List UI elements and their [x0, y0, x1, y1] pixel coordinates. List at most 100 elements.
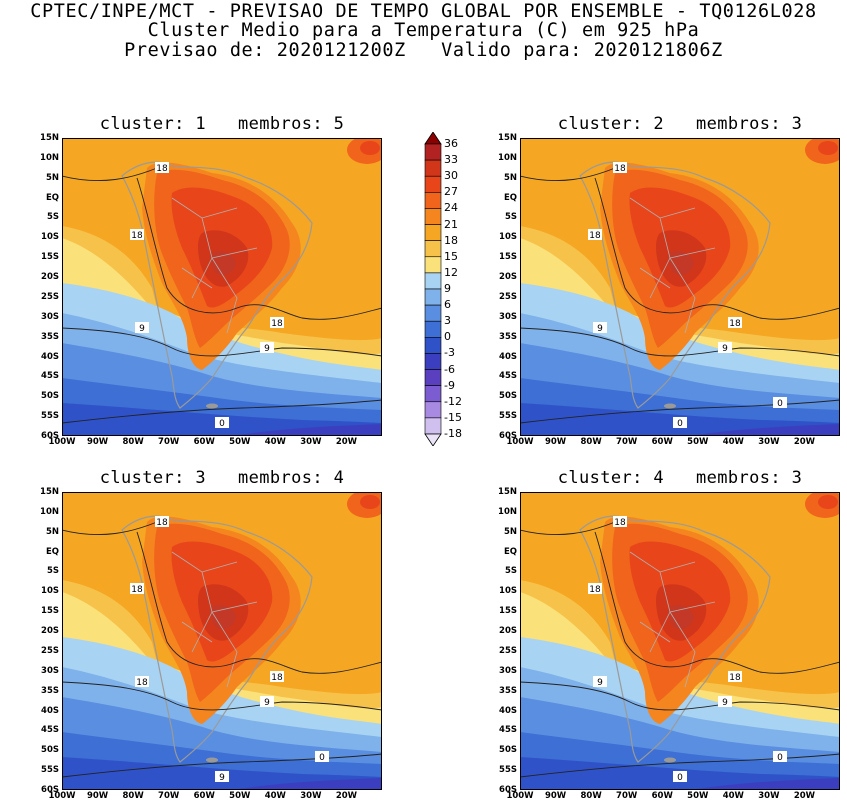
svg-text:0: 0 — [677, 773, 683, 783]
svg-text:18: 18 — [271, 673, 283, 683]
latitude-label: 50S — [499, 391, 517, 402]
country-borders — [171, 551, 258, 688]
latitude-label: 35S — [499, 685, 517, 696]
latitude-label: 20S — [41, 626, 59, 637]
longitude-label: 40W — [722, 791, 744, 801]
colorbar-label: -9 — [444, 378, 455, 392]
temperature-band — [232, 778, 382, 790]
svg-text:0: 0 — [777, 753, 783, 763]
colorbar-label: 9 — [444, 282, 451, 295]
svg-text:0: 0 — [777, 399, 783, 409]
latitude-label: 30S — [499, 665, 517, 676]
colorbar-swatch — [424, 337, 442, 354]
svg-text:18: 18 — [156, 164, 168, 174]
latitude-label: EQ — [45, 546, 59, 557]
colorbar-swatch — [424, 353, 442, 370]
temperature-map-4: 18 18 18 9 9 0 0 — [520, 492, 840, 790]
contour-label: 9 — [718, 342, 732, 354]
latitude-label: 35S — [499, 331, 517, 342]
svg-text:18: 18 — [589, 231, 601, 241]
latitude-label: 60S — [41, 785, 59, 795]
svg-text:9: 9 — [264, 698, 270, 708]
latitude-label: 5N — [45, 526, 59, 537]
colorbar-label: -3 — [444, 346, 455, 360]
longitude-label: 60W — [651, 791, 673, 801]
contour-label: 9 — [593, 676, 607, 688]
latitude-label: 30S — [41, 665, 59, 676]
svg-text:9: 9 — [264, 344, 270, 354]
latitude-label: 60S — [41, 431, 59, 441]
contour-0 — [62, 753, 382, 778]
latitude-label: 5S — [504, 212, 517, 223]
latitude-label: 60S — [499, 785, 517, 795]
colorbar-swatch — [424, 143, 442, 161]
contour-label: 18 — [613, 516, 627, 528]
latitude-label: 45S — [41, 725, 59, 736]
longitude-label: 20W — [335, 791, 358, 801]
contour-0 — [520, 753, 840, 778]
colorbar-swatch — [424, 385, 442, 403]
country-borders — [629, 551, 716, 688]
latitude-label: 15S — [41, 606, 59, 617]
contour-label: 18 — [613, 162, 627, 174]
latitude-label: 40S — [41, 351, 59, 362]
svg-text:0: 0 — [219, 419, 225, 429]
longitude-label: 30W — [300, 437, 322, 447]
colorbar-label: -6 — [444, 362, 455, 376]
longitude-label: 50W — [687, 791, 709, 801]
contour-label: 9 — [260, 342, 274, 354]
colorbar-label: 33 — [444, 153, 458, 167]
temperature-map-2: 18 18 18 9 9 0 0 — [520, 138, 840, 436]
latitude-label: 10N — [498, 152, 517, 163]
contour-label: 18 — [135, 676, 149, 688]
latitude-label: 5S — [46, 566, 59, 577]
colorbar-swatch — [424, 256, 442, 274]
latitude-label: 40S — [499, 351, 517, 362]
svg-text:18: 18 — [271, 319, 283, 329]
colorbar-swatch — [424, 288, 442, 306]
contour-label: 0 — [673, 417, 687, 429]
latitude-label: 45S — [499, 371, 517, 382]
svg-text:9: 9 — [722, 344, 728, 354]
panel-title-3: cluster: 3 membros: 4 — [99, 468, 345, 488]
svg-text:18: 18 — [131, 231, 143, 241]
latitude-label: 10S — [41, 586, 59, 597]
latitude-label: 10S — [499, 586, 517, 597]
svg-text:9: 9 — [597, 324, 603, 334]
contour-18 — [62, 521, 382, 674]
longitude-label: 60W — [193, 437, 215, 447]
contour-label: 0 — [773, 397, 787, 409]
contour-label: 9 — [718, 696, 732, 708]
latitude-label: 15N — [40, 487, 59, 497]
longitude-label: 90W — [544, 791, 567, 801]
latitude-label: 25S — [499, 645, 517, 656]
latitude-label: EQ — [45, 192, 59, 203]
svg-text:9: 9 — [139, 324, 145, 334]
longitude-label: 70W — [158, 791, 180, 801]
colorbar-label: 18 — [444, 233, 458, 247]
contour-18 — [62, 167, 382, 320]
longitude-label: 30W — [300, 791, 322, 801]
latitude-label: EQ — [503, 546, 517, 557]
latitude-label: 60S — [499, 431, 517, 441]
colorbar-swatch — [424, 320, 442, 338]
latitude-label: 50S — [41, 391, 59, 402]
contour-label: 0 — [215, 417, 229, 429]
latitude-label: 15N — [498, 487, 517, 497]
contour-label: 18 — [130, 229, 144, 241]
latitude-label: 30S — [499, 311, 517, 322]
colorbar-label: -12 — [444, 394, 462, 408]
latitude-label: 10N — [40, 506, 59, 517]
svg-text:9: 9 — [597, 678, 603, 688]
longitude-label: 100W — [48, 437, 76, 447]
island — [664, 757, 676, 763]
main-title-line1: CPTEC/INPE/MCT - PREVISAO DE TEMPO GLOBA… — [30, 1, 817, 22]
colorbar-label: -18 — [444, 427, 462, 440]
latitude-label: 10N — [40, 152, 59, 163]
country-borders — [171, 197, 258, 334]
island — [206, 403, 218, 409]
latitude-label: 35S — [41, 685, 59, 696]
contour-label: 9 — [215, 771, 229, 783]
longitude-label: 100W — [506, 437, 534, 447]
island — [206, 757, 218, 763]
